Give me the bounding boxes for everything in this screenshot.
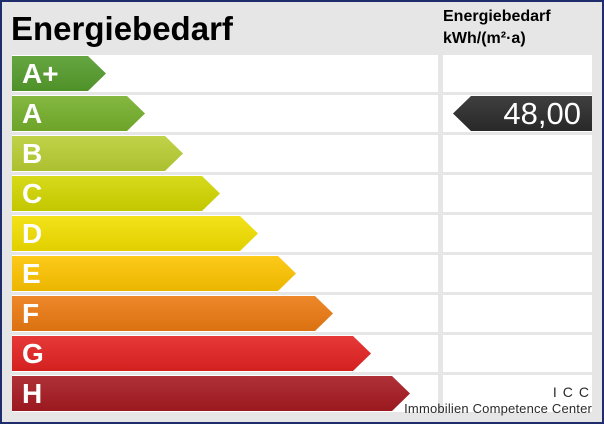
class-row-b: B [0, 135, 604, 172]
value-cell [443, 295, 592, 332]
class-row-a-plus: A+ [0, 55, 604, 92]
class-row-g: G [0, 335, 604, 372]
scale-cell: H [12, 375, 438, 412]
scale-cell: B [12, 135, 438, 172]
class-row-h: H [0, 375, 604, 412]
class-row-d: D [0, 215, 604, 252]
logo-abbreviation: ICC [552, 384, 595, 400]
scale-cell: E [12, 255, 438, 292]
scale-cell: A [12, 95, 438, 132]
value-cell [443, 255, 592, 292]
class-label-b: B [22, 138, 43, 169]
logo-name: Immobilien Competence Center [404, 401, 592, 416]
class-row-f: F [0, 295, 604, 332]
class-label-f: F [22, 298, 40, 329]
value-cell [443, 375, 592, 412]
value-cell [443, 135, 592, 172]
class-arrow-a-plus: A+ [12, 56, 106, 91]
class-label-a-plus: A+ [22, 58, 59, 89]
class-arrow-c: C [12, 176, 220, 211]
class-arrow-b: B [12, 136, 183, 171]
value-indicator: 48,00 [453, 96, 592, 131]
value-cell [443, 55, 592, 92]
scale-cell: F [12, 295, 438, 332]
class-arrow-g: G [12, 336, 371, 371]
class-arrow-e: E [12, 256, 296, 291]
value-indicator-label: 48,00 [503, 96, 581, 131]
value-cell [443, 335, 592, 372]
unit-header-label: Energiebedarf [443, 8, 551, 25]
class-label-g: G [22, 338, 44, 369]
class-arrow-h: H [12, 376, 410, 411]
class-label-d: D [22, 218, 43, 249]
unit-header: Energiebedarf kWh/(m²·a) [443, 6, 551, 50]
class-label-a: A [22, 98, 43, 129]
value-cell: 48,00 [443, 95, 592, 132]
class-label-e: E [22, 258, 41, 289]
value-cell [443, 175, 592, 212]
class-row-a: A 48,00 [0, 95, 604, 132]
class-arrow-a: A [12, 96, 145, 131]
class-arrow-f: F [12, 296, 333, 331]
class-row-c: C [0, 175, 604, 212]
class-label-h: H [22, 378, 43, 409]
unit-header-unit: kWh/(m²·a) [443, 30, 526, 47]
value-cell [443, 215, 592, 252]
scale-cell: C [12, 175, 438, 212]
scale-cell: A+ [12, 55, 438, 92]
scale-cell: D [12, 215, 438, 252]
page-title: Energiebedarf [11, 10, 233, 47]
class-arrow-d: D [12, 216, 258, 251]
class-row-e: E [0, 255, 604, 292]
class-label-c: C [22, 178, 43, 209]
scale-cell: G [12, 335, 438, 372]
